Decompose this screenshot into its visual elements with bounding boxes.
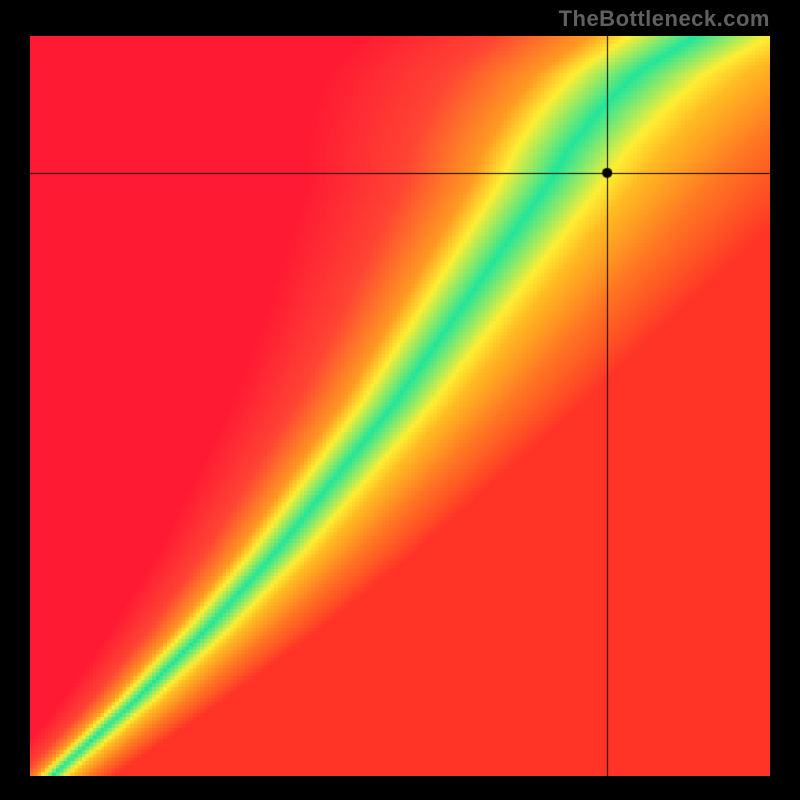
crosshair-overlay — [30, 36, 770, 776]
chart-root: TheBottleneck.com — [0, 0, 800, 800]
watermark-text: TheBottleneck.com — [559, 6, 770, 32]
